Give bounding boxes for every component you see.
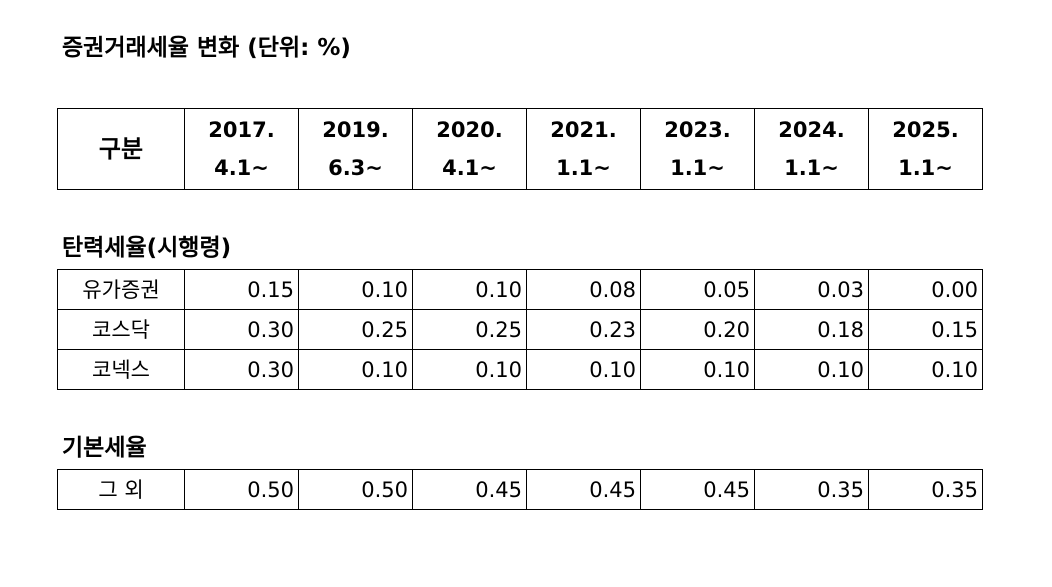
period-header: 2023. 1.1~ [640,108,755,190]
period-header: 2021. 1.1~ [526,108,641,190]
period-year: 2017. [208,118,275,142]
rate-cell: 0.45 [640,469,755,510]
row-label: 그 외 [57,469,185,510]
rate-cell: 0.15 [184,269,299,310]
period-header: 2019. 6.3~ [298,108,413,190]
row-label: 유가증권 [57,269,185,310]
rate-cell: 0.15 [868,309,983,350]
period-header: 2024. 1.1~ [754,108,869,190]
rate-cell: 0.05 [640,269,755,310]
period-header: 2025. 1.1~ [868,108,983,190]
rate-cell: 0.50 [184,469,299,510]
period-year: 2023. [664,118,731,142]
table-row: 그 외 0.50 0.50 0.45 0.45 0.45 0.35 0.35 [57,469,983,510]
header-label: 구분 [57,108,185,190]
period-date: 6.3~ [328,156,383,180]
flexible-rate-table: 유가증권 0.15 0.10 0.10 0.08 0.05 0.03 0.00 … [57,269,983,390]
table-row: 코넥스 0.30 0.10 0.10 0.10 0.10 0.10 0.10 [57,349,983,390]
rate-cell: 0.10 [412,349,527,390]
rate-cell: 0.00 [868,269,983,310]
period-header: 2020. 4.1~ [412,108,527,190]
rate-cell: 0.20 [640,309,755,350]
period-date: 4.1~ [442,156,497,180]
rate-cell: 0.45 [526,469,641,510]
rate-cell: 0.10 [412,269,527,310]
period-date: 4.1~ [214,156,269,180]
rate-cell: 0.50 [298,469,413,510]
rate-cell: 0.03 [754,269,869,310]
period-year: 2019. [322,118,389,142]
basic-rate-heading: 기본세율 [62,435,147,461]
flexible-rate-heading: 탄력세율(시행령) [62,235,232,261]
rate-cell: 0.35 [868,469,983,510]
rate-cell: 0.08 [526,269,641,310]
rate-cell: 0.10 [868,349,983,390]
period-date: 1.1~ [784,156,839,180]
header-table: 구분 2017. 4.1~ 2019. 6.3~ 2020. 4.1~ 2021. 1.… [57,108,983,190]
row-label: 코스닥 [57,309,185,350]
rate-cell: 0.18 [754,309,869,350]
period-header: 2017. 4.1~ [184,108,299,190]
rate-cell: 0.10 [298,349,413,390]
period-year: 2020. [436,118,503,142]
rate-cell: 0.10 [298,269,413,310]
rate-cell: 0.10 [640,349,755,390]
page-title: 증권거래세율 변화 (단위: %) [62,35,351,61]
rate-cell: 0.25 [298,309,413,350]
row-label: 코넥스 [57,349,185,390]
period-year: 2024. [778,118,845,142]
table-row: 코스닥 0.30 0.25 0.25 0.23 0.20 0.18 0.15 [57,309,983,350]
period-date: 1.1~ [670,156,725,180]
rate-cell: 0.45 [412,469,527,510]
table-row: 유가증권 0.15 0.10 0.10 0.08 0.05 0.03 0.00 [57,269,983,310]
rate-cell: 0.30 [184,349,299,390]
rate-cell: 0.10 [754,349,869,390]
rate-cell: 0.25 [412,309,527,350]
period-date: 1.1~ [556,156,611,180]
basic-rate-table: 그 외 0.50 0.50 0.45 0.45 0.45 0.35 0.35 [57,469,983,510]
period-date: 1.1~ [898,156,953,180]
rate-cell: 0.35 [754,469,869,510]
rate-cell: 0.10 [526,349,641,390]
header-row: 구분 2017. 4.1~ 2019. 6.3~ 2020. 4.1~ 2021. 1.… [57,108,983,190]
period-year: 2021. [550,118,617,142]
period-year: 2025. [892,118,959,142]
rate-cell: 0.30 [184,309,299,350]
rate-cell: 0.23 [526,309,641,350]
